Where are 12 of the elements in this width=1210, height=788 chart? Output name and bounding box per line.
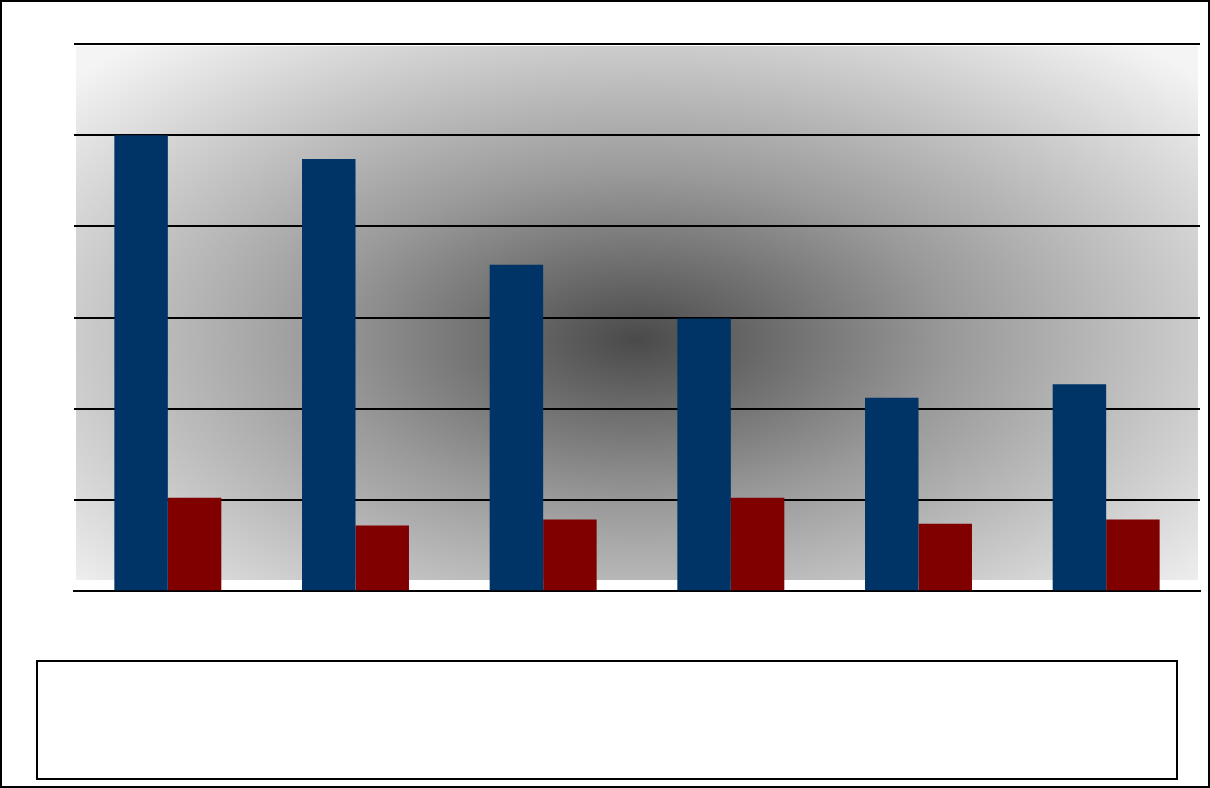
- bar: [918, 523, 972, 591]
- bar: [543, 519, 597, 591]
- bar: [167, 497, 222, 591]
- bar: [1106, 519, 1160, 591]
- bar: [677, 318, 731, 591]
- bar: [1052, 384, 1107, 591]
- bar: [730, 497, 785, 591]
- bar: [302, 158, 356, 591]
- bar: [865, 397, 919, 591]
- bar: [355, 525, 409, 591]
- bar: [114, 135, 168, 591]
- bar: [489, 264, 544, 591]
